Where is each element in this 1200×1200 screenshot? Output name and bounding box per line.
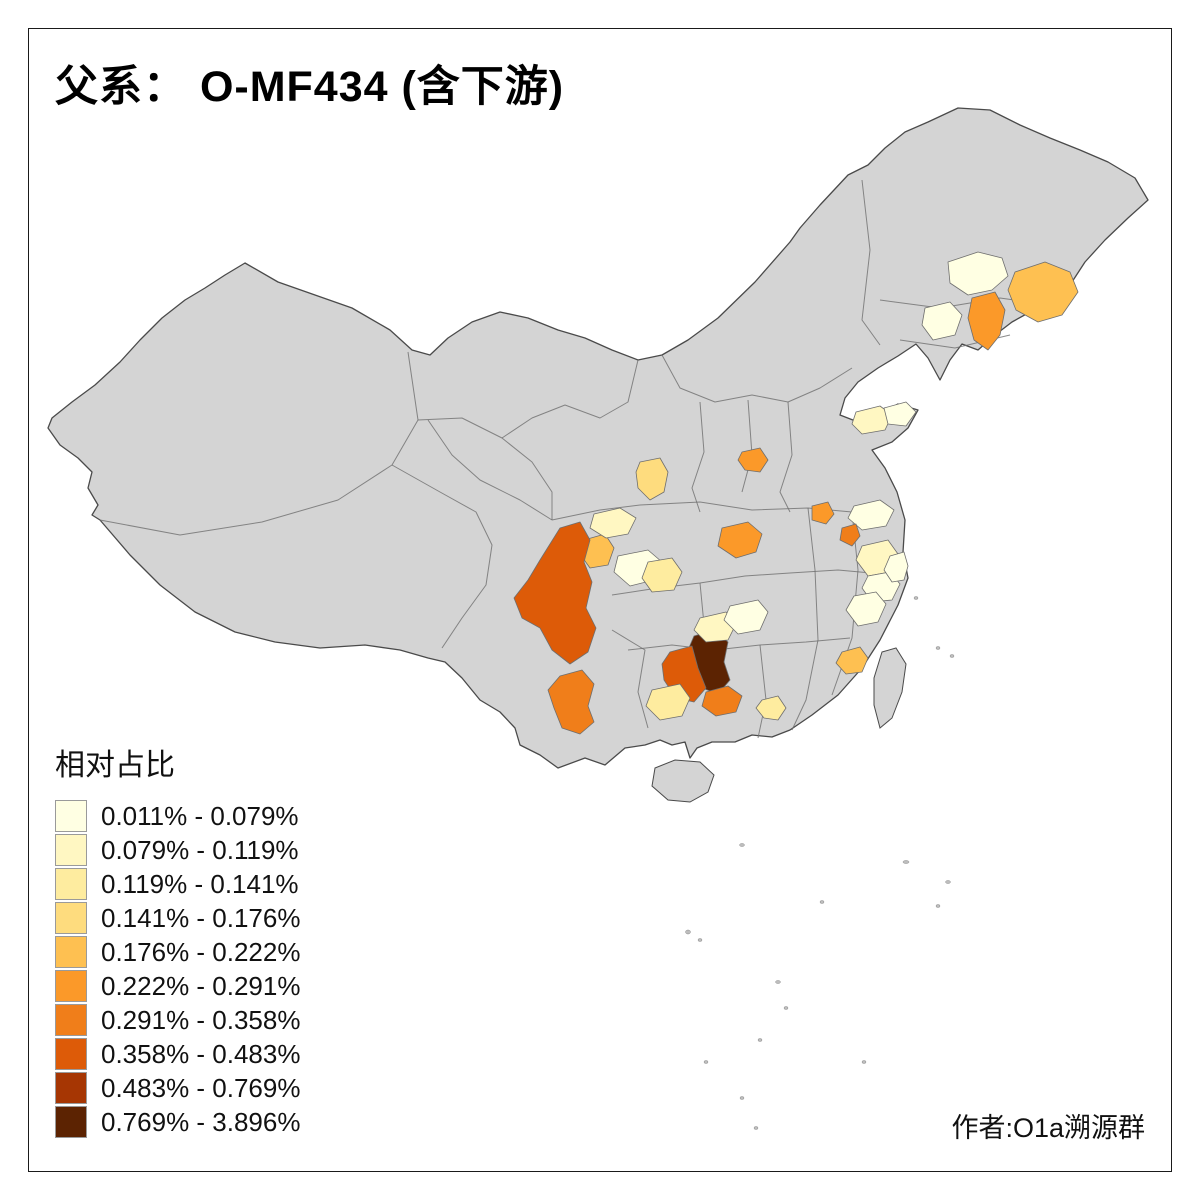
legend-item: 0.141% - 0.176% <box>55 902 300 934</box>
south-china-sea-islets <box>685 596 955 1130</box>
legend-label: 0.119% - 0.141% <box>101 868 299 899</box>
map-region <box>717 521 763 559</box>
map-region <box>513 521 597 665</box>
map-region <box>635 457 669 501</box>
legend-swatch <box>55 1106 87 1138</box>
legend-swatch <box>55 800 87 832</box>
legend-swatch <box>55 970 87 1002</box>
legend: 相对占比 0.011% - 0.079% 0.079% - 0.119% 0.119… <box>55 740 300 1140</box>
legend-item: 0.079% - 0.119% <box>55 834 300 866</box>
legend-label: 0.483% - 0.769% <box>101 1072 301 1103</box>
legend-item: 0.291% - 0.358% <box>55 1004 300 1036</box>
map-region <box>921 301 963 341</box>
map-region <box>811 501 835 525</box>
map-region <box>645 683 691 721</box>
legend-swatch <box>55 1004 87 1036</box>
legend-item: 0.119% - 0.141% <box>55 868 300 900</box>
legend-item: 0.011% - 0.079% <box>55 800 300 832</box>
map-region <box>967 291 1006 351</box>
map-region <box>845 591 887 627</box>
hainan-island <box>651 759 715 803</box>
legend-swatch <box>55 834 87 866</box>
legend-item: 0.358% - 0.483% <box>55 1038 300 1070</box>
legend-swatch <box>55 868 87 900</box>
map-region <box>641 557 683 593</box>
map-region <box>589 507 637 539</box>
legend-label: 0.176% - 0.222% <box>101 936 301 967</box>
map-region <box>723 599 769 635</box>
legend-title: 相对占比 <box>55 749 175 782</box>
legend-label: 0.141% - 0.176% <box>101 902 301 933</box>
map-region <box>1007 261 1079 323</box>
legend-item: 0.769% - 3.896% <box>55 1106 300 1138</box>
legend-swatch <box>55 936 87 968</box>
map-region <box>847 499 895 531</box>
legend-item: 0.222% - 0.291% <box>55 970 300 1002</box>
legend-swatch <box>55 902 87 934</box>
mainland-outline <box>47 107 1149 769</box>
legend-label: 0.769% - 3.896% <box>101 1106 301 1137</box>
author-credit: 作者:O1a溯源群 <box>951 1113 1145 1143</box>
legend-label: 0.011% - 0.079% <box>101 800 299 831</box>
legend-item: 0.483% - 0.769% <box>55 1072 300 1104</box>
taiwan-island <box>873 647 907 729</box>
legend-label: 0.291% - 0.358% <box>101 1004 301 1035</box>
map-region <box>737 447 769 473</box>
map-region <box>835 646 869 675</box>
highlighted-regions <box>513 251 1079 735</box>
legend-swatch <box>55 1038 87 1070</box>
map-region <box>701 685 743 717</box>
map-region <box>851 405 893 435</box>
legend-swatch <box>55 1072 87 1104</box>
map-region <box>883 551 909 583</box>
legend-label: 0.222% - 0.291% <box>101 970 301 1001</box>
legend-label: 0.079% - 0.119% <box>101 834 299 865</box>
map-region <box>947 251 1009 296</box>
map-region <box>755 695 787 721</box>
map-region <box>839 523 861 547</box>
legend-label: 0.358% - 0.483% <box>101 1038 301 1069</box>
map-region <box>883 401 917 427</box>
map-region <box>547 669 595 735</box>
legend-items: 0.011% - 0.079% 0.079% - 0.119% 0.119% - 0… <box>55 800 300 1138</box>
legend-item: 0.176% - 0.222% <box>55 936 300 968</box>
page-title: 父系： O-MF434 (含下游) <box>55 63 565 111</box>
